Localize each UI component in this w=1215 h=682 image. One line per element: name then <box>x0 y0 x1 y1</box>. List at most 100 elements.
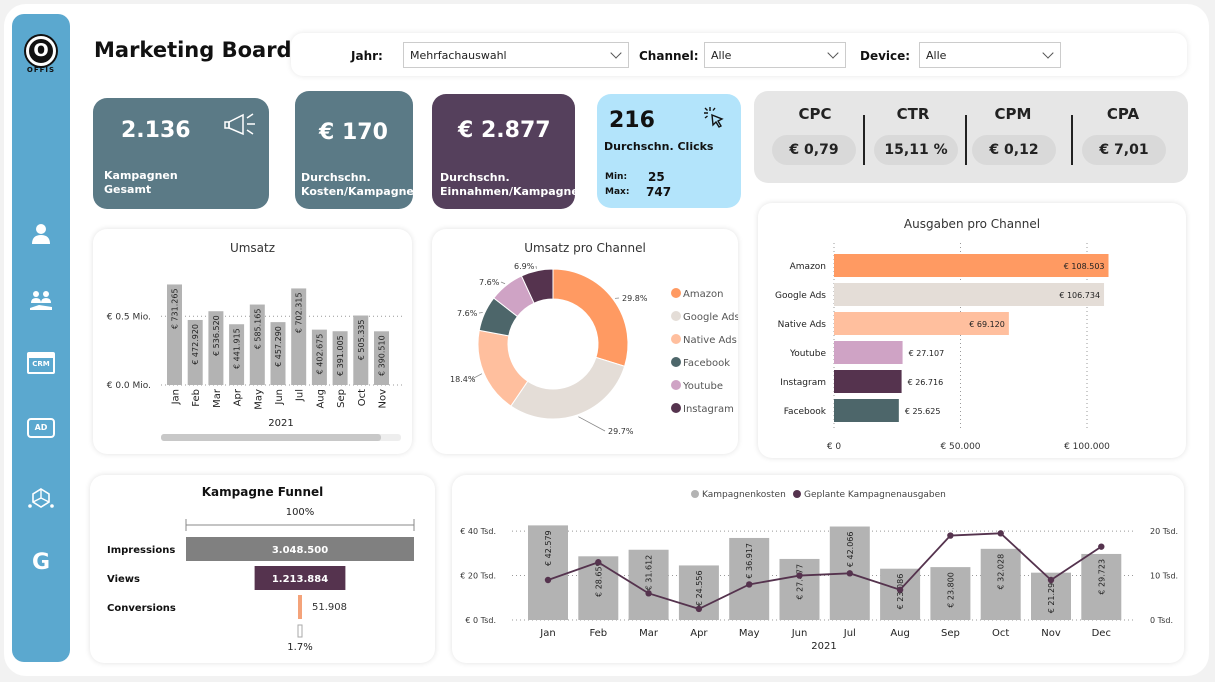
data-label: € 441.915 <box>233 328 242 369</box>
kpi-campaigns-label2: Gesamt <box>104 183 152 196</box>
legend-marker <box>671 403 681 413</box>
kpi-clicks: 216 Durchschn. Clicks Min: 25 Max: 747 <box>597 94 741 208</box>
umsatz-card: Umsatz € 0.0 Mio. € 0.5 Mio. € 731.265 Jan €… <box>93 229 412 454</box>
x-tick-label: Mar <box>639 628 659 639</box>
data-label: € 402.675 <box>315 334 324 375</box>
bar <box>834 370 902 393</box>
line-point <box>544 576 552 584</box>
legend-entry: Instagram <box>683 404 734 415</box>
funnel-stage-label: Impressions <box>107 545 175 556</box>
google-icon[interactable]: G <box>31 550 51 575</box>
bar <box>528 525 568 620</box>
x-tick-label: Jul <box>843 628 856 639</box>
x-tick-label: Mar <box>212 388 223 408</box>
network-icon[interactable] <box>27 484 55 512</box>
metric-cpm-name: CPM <box>994 105 1032 123</box>
chevron-down-icon <box>827 47 839 59</box>
bar <box>779 558 820 620</box>
kpi-clicks-max: 747 <box>646 185 672 199</box>
x-tick-label: Feb <box>589 628 607 639</box>
slice-label: 7.6% <box>479 278 500 287</box>
metric-divider <box>1071 115 1073 165</box>
legend-entry: Kampagnenkosten <box>702 490 786 500</box>
funnel-value: 3.048.500 <box>272 545 328 556</box>
kpi-revenue: € 2.877 Durchschn. Einnahmen/Kampagne <box>432 94 579 209</box>
data-label: € 731.265 <box>171 288 180 329</box>
line-point <box>1047 576 1055 584</box>
pie-slice <box>552 268 629 367</box>
legend-marker <box>691 490 699 498</box>
funnel-card: Kampagne Funnel 100% Impressions 3.048.500… <box>90 475 435 663</box>
kampagnen-card: Kampagnenkosten Geplante Kampagnenausgabe… <box>452 475 1184 663</box>
funnel-value: 51.908 <box>312 602 347 613</box>
data-label: € 108.503 <box>1064 262 1105 271</box>
crm-icon[interactable]: CRM <box>27 352 55 374</box>
bar <box>374 331 389 385</box>
metric-divider <box>863 115 865 165</box>
y-left-tick-label: € 20 Tsd. <box>460 572 496 581</box>
bar <box>1081 553 1122 620</box>
pie-slice <box>510 356 626 420</box>
data-label: € 26.716 <box>908 378 944 387</box>
data-label: € 25.625 <box>905 407 941 416</box>
bar <box>834 283 1105 306</box>
cursor-click-icon <box>704 107 724 128</box>
x-tick-label: Aug <box>890 628 910 639</box>
funnel-top-label: 100% <box>286 507 315 518</box>
data-label: € 23.800 <box>946 572 955 608</box>
x-tick-label: Apr <box>233 388 244 406</box>
slice-label: 18.4% <box>450 375 476 384</box>
logo-text: OFFIS <box>26 66 56 74</box>
x-tick-label: Jun <box>791 628 808 639</box>
bar <box>353 315 369 385</box>
channel-select[interactable]: Alle <box>704 42 846 68</box>
user-icon[interactable] <box>27 220 55 248</box>
bar <box>291 288 307 385</box>
y-right-tick-label: 0 Tsd. <box>1150 616 1173 625</box>
legend-marker <box>671 288 681 298</box>
bar <box>834 341 903 364</box>
ad-icon[interactable]: AD <box>27 418 55 438</box>
legend-marker <box>671 334 681 344</box>
y-tick-label: Youtube <box>789 349 826 359</box>
data-label: € 36.917 <box>745 543 754 579</box>
y-right-tick-label: 20 Tsd. <box>1150 527 1178 536</box>
year-filter-label: Jahr: <box>351 49 383 63</box>
data-label: € 32.028 <box>997 554 1006 590</box>
kpi-revenue-label2: Einnahmen/Kampagne <box>440 185 579 198</box>
kpi-clicks-min: 25 <box>648 170 665 184</box>
year-select-value: Mehrfachauswahl <box>410 49 507 62</box>
y-tick-label: Amazon <box>790 262 826 272</box>
kpi-revenue-value: € 2.877 <box>458 118 551 143</box>
x-tick-label: € 100.000 <box>1064 442 1110 452</box>
leader-line <box>578 416 606 432</box>
x-tick-label: Sep <box>336 389 347 408</box>
ad-icon-label: AD <box>34 423 48 432</box>
kampagnen-chart: Kampagnenkosten Geplante Kampagnenausgabe… <box>460 490 1178 652</box>
x-tick-label: Jul <box>295 389 306 402</box>
year-select[interactable]: Mehrfachauswahl <box>403 42 629 68</box>
device-select[interactable]: Alle <box>919 42 1061 68</box>
umsatz-title: Umsatz <box>229 241 276 255</box>
legend-marker <box>671 357 681 367</box>
kpi-cost-value: € 170 <box>319 120 388 145</box>
slice-label: 29.8% <box>622 294 648 303</box>
line-point <box>846 570 853 577</box>
x-tick-label: Jan <box>539 628 555 639</box>
logo[interactable]: O <box>26 36 56 66</box>
y-tick-label: € 0.5 Mio. <box>107 312 151 322</box>
legend-marker <box>671 311 681 321</box>
bar <box>930 567 971 620</box>
metric-cpc-value: € 0,79 <box>772 135 856 165</box>
legend-marker <box>793 490 801 498</box>
x-tick-label: Sep <box>941 628 960 639</box>
chevron-down-icon <box>610 47 622 59</box>
x-tick-label: Feb <box>191 389 202 407</box>
line-point <box>595 559 602 566</box>
ausgaben-card: Ausgaben pro Channel € 0 € 50.000 € 100.00… <box>758 203 1186 458</box>
metric-cpa-value: € 7,01 <box>1082 135 1166 165</box>
team-icon[interactable] <box>27 286 55 314</box>
x-tick-label: Jun <box>274 389 285 406</box>
kpi-clicks-min-label: Min: <box>605 172 628 182</box>
crm-icon-label: CRM <box>32 360 50 368</box>
